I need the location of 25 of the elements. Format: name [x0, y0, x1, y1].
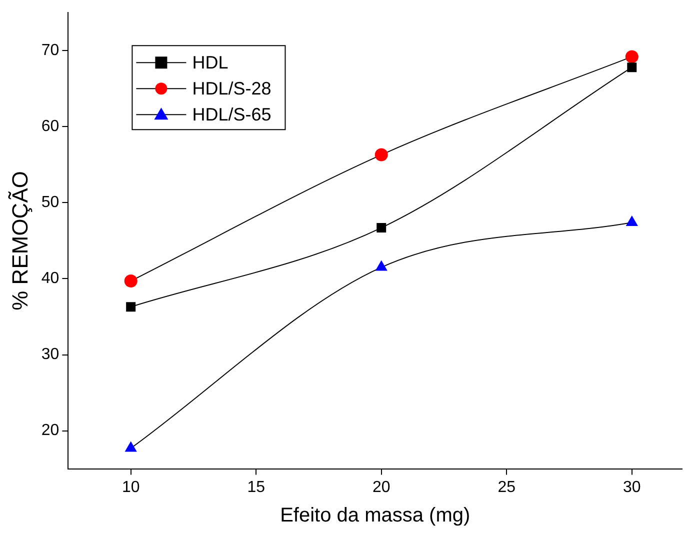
- point: [376, 223, 386, 233]
- point: [376, 260, 388, 271]
- y-tick-label: 50: [41, 194, 60, 212]
- legend-label: HDL/S-28: [192, 78, 272, 99]
- point: [626, 216, 638, 226]
- x-tick-label: 25: [498, 478, 516, 496]
- x-tick-label: 20: [372, 478, 390, 496]
- point: [124, 274, 138, 288]
- x-tick-label: 10: [122, 478, 140, 496]
- point: [625, 50, 638, 64]
- point: [126, 302, 136, 312]
- x-axis-title: Efeito da massa (mg): [280, 504, 470, 527]
- x-tick-label: 15: [247, 478, 266, 496]
- point: [125, 442, 137, 452]
- y-tick-label: 30: [41, 346, 60, 364]
- legend-label: HDL: [192, 52, 228, 73]
- y-tick-label: 40: [41, 270, 60, 288]
- y-tick-label: 20: [41, 422, 60, 440]
- y-tick-label: 70: [41, 42, 60, 60]
- point: [627, 62, 637, 72]
- x-tick-label: 30: [622, 478, 641, 496]
- point: [374, 148, 388, 162]
- legend-label: HDL/S-65: [192, 104, 272, 125]
- y-tick-label: 60: [41, 118, 60, 136]
- y-axis-title: % REMOÇÃO: [7, 171, 32, 310]
